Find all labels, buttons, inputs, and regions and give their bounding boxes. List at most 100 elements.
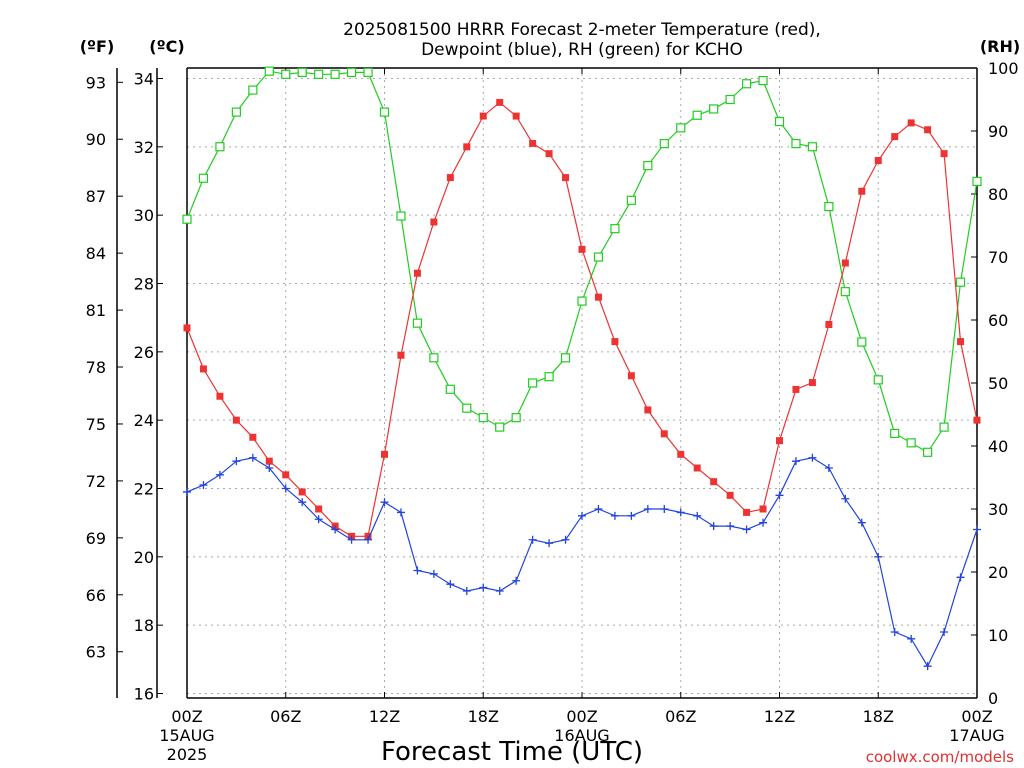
dewpoint-point: [594, 505, 603, 513]
dewpoint-point: [660, 505, 669, 513]
rh-point: [659, 139, 669, 149]
dewpoint-point: [561, 535, 570, 544]
x-tick-date-label: 15AUG: [159, 726, 214, 745]
temperature-point: [446, 174, 454, 182]
series-group: [182, 66, 982, 671]
temperature-point: [315, 505, 323, 513]
dewpoint-point: [923, 662, 932, 671]
credit-text: coolwx.com/models: [866, 748, 1014, 766]
rh-point: [330, 69, 340, 79]
rh-tick-label: 90: [988, 122, 1008, 141]
rh-point: [182, 214, 192, 224]
rh-tick-label: 80: [988, 185, 1008, 204]
temperature-point: [298, 488, 306, 496]
rh-point: [560, 353, 571, 363]
rh-point: [495, 422, 505, 432]
dewpoint-point: [643, 505, 652, 513]
rh-point: [791, 139, 801, 149]
celsius-axis-label: (ºC): [149, 37, 184, 56]
celsius-tick-label: 16: [134, 685, 154, 704]
celsius-tick-label: 20: [134, 548, 154, 567]
dewpoint-point: [462, 587, 471, 595]
rh-point: [643, 161, 653, 171]
rh-tick-label: 70: [988, 248, 1008, 267]
dewpoint-point: [215, 470, 224, 479]
dewpoint-point: [759, 518, 768, 527]
temperature-point: [858, 187, 866, 195]
rh-point: [725, 94, 735, 105]
x-tick-label: 18Z: [468, 707, 499, 726]
rh-tick-label: 50: [988, 374, 1008, 393]
rh-point: [709, 104, 719, 114]
temperature-point: [265, 457, 273, 465]
dewpoint-point: [973, 525, 981, 534]
temperature-point: [907, 119, 915, 127]
temperature-point: [611, 338, 619, 346]
temperature-point: [282, 471, 290, 479]
dewpoint-point: [281, 484, 290, 493]
fahrenheit-tick-label: 93: [86, 73, 106, 92]
rh-tick-label: 60: [988, 311, 1008, 330]
rh-point: [281, 69, 291, 79]
axes: [116, 67, 978, 699]
temperature-point: [693, 464, 701, 472]
dewpoint-point: [380, 498, 389, 507]
temperature-point: [743, 508, 751, 516]
rh-point: [511, 413, 521, 423]
rh-point: [610, 224, 620, 234]
rh-tick-label: 10: [988, 626, 1008, 645]
rh-point: [248, 85, 258, 95]
rh-point: [906, 438, 916, 448]
rh-point: [857, 337, 867, 347]
dewpoint-point: [298, 498, 307, 507]
x-tick-date-label: 17AUG: [949, 726, 1004, 745]
dewpoint-point: [726, 522, 735, 531]
temperature-point: [512, 112, 520, 120]
rh-point: [198, 173, 209, 183]
fahrenheit-tick-label: 90: [86, 130, 106, 149]
dewpoint-point: [709, 522, 718, 531]
temperature-point: [940, 150, 948, 158]
x-tick-label: 00Z: [566, 707, 597, 726]
temperature-point: [792, 385, 800, 393]
celsius-tick-label: 26: [134, 343, 154, 362]
temperature-point: [545, 150, 553, 158]
celsius-tick-label: 18: [134, 616, 154, 635]
rh-point: [231, 107, 241, 117]
celsius-tick-label: 24: [134, 411, 154, 430]
dewpoint-point: [874, 552, 883, 561]
rh-point: [676, 123, 686, 133]
fahrenheit-tick-label: 84: [86, 244, 106, 263]
temperature-point: [496, 98, 504, 106]
rh-point: [264, 66, 274, 76]
dewpoint-point: [248, 453, 257, 462]
dewpoint-point: [232, 457, 241, 466]
dewpoint-point: [791, 457, 800, 466]
rh-point: [593, 252, 604, 262]
x-tick-year-label: 2025: [167, 745, 208, 764]
x-tick-label: 00Z: [171, 707, 202, 726]
temperature-point: [841, 259, 849, 267]
temperature-point: [660, 430, 668, 438]
rh-tick-label: 30: [988, 500, 1008, 519]
x-tick-label: 06Z: [665, 707, 696, 726]
celsius-tick-label: 34: [134, 70, 154, 89]
fahrenheit-tick-label: 78: [86, 358, 106, 377]
rh-point: [873, 375, 883, 385]
fahrenheit-tick-label: 66: [86, 586, 106, 605]
rh-point: [544, 372, 554, 382]
dewpoint-point: [528, 535, 537, 544]
temperature-point: [973, 416, 981, 424]
fahrenheit-tick-label: 69: [86, 529, 106, 548]
dewpoint-point: [314, 515, 323, 524]
rh-point: [758, 75, 768, 86]
temperature-point: [199, 365, 207, 373]
rh-point: [824, 202, 834, 212]
dewpoint-point: [495, 587, 504, 595]
dewpoint-point: [890, 628, 899, 636]
fahrenheit-tick-label: 63: [86, 643, 106, 662]
dewpoint-point: [545, 539, 554, 548]
rh-axis-label: (RH): [980, 37, 1020, 56]
dewpoint-point: [808, 453, 817, 462]
rh-point: [462, 403, 472, 413]
